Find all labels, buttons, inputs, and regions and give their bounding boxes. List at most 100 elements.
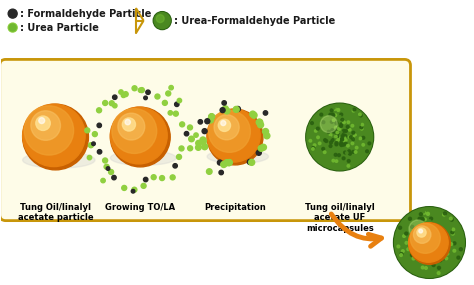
Circle shape — [426, 244, 428, 247]
Circle shape — [313, 144, 316, 146]
Circle shape — [112, 109, 157, 153]
Circle shape — [104, 164, 109, 169]
Text: : Formaldehyde Particle: : Formaldehyde Particle — [19, 9, 151, 19]
Circle shape — [339, 128, 342, 131]
Circle shape — [420, 234, 423, 237]
Circle shape — [359, 114, 362, 117]
Circle shape — [336, 127, 339, 130]
Circle shape — [419, 231, 421, 233]
Circle shape — [144, 177, 148, 182]
Circle shape — [352, 138, 355, 141]
Circle shape — [39, 118, 45, 124]
Circle shape — [429, 236, 432, 239]
Circle shape — [337, 139, 339, 141]
Circle shape — [219, 170, 223, 175]
Circle shape — [151, 175, 156, 180]
Circle shape — [419, 239, 421, 242]
Circle shape — [444, 239, 447, 242]
Circle shape — [446, 219, 448, 221]
Circle shape — [345, 129, 347, 132]
Circle shape — [342, 135, 345, 137]
Circle shape — [166, 91, 171, 96]
Circle shape — [352, 109, 355, 112]
Circle shape — [346, 139, 348, 141]
Circle shape — [410, 225, 414, 228]
Circle shape — [222, 106, 228, 112]
Circle shape — [319, 142, 321, 145]
Circle shape — [329, 136, 331, 138]
Circle shape — [405, 232, 408, 235]
Circle shape — [437, 250, 439, 253]
Circle shape — [354, 134, 356, 136]
Circle shape — [324, 139, 327, 142]
Circle shape — [336, 134, 338, 137]
Circle shape — [345, 142, 347, 145]
Circle shape — [434, 257, 437, 260]
Circle shape — [309, 139, 311, 142]
Circle shape — [442, 248, 444, 251]
Circle shape — [333, 107, 335, 109]
Circle shape — [439, 241, 441, 244]
Circle shape — [169, 86, 173, 90]
Circle shape — [365, 150, 368, 153]
Circle shape — [416, 228, 418, 230]
Circle shape — [179, 146, 184, 151]
Circle shape — [444, 221, 447, 223]
Circle shape — [424, 249, 428, 252]
Circle shape — [438, 258, 441, 261]
Circle shape — [339, 134, 342, 137]
Circle shape — [141, 183, 146, 188]
Circle shape — [337, 139, 340, 141]
Circle shape — [338, 128, 341, 131]
Circle shape — [425, 242, 427, 245]
Circle shape — [331, 129, 334, 132]
Circle shape — [424, 226, 428, 229]
Circle shape — [405, 241, 408, 244]
Circle shape — [221, 162, 227, 168]
Circle shape — [122, 186, 127, 190]
Circle shape — [155, 94, 160, 99]
Circle shape — [342, 129, 345, 132]
Circle shape — [422, 235, 425, 238]
Circle shape — [435, 235, 438, 238]
Circle shape — [425, 233, 428, 236]
Circle shape — [336, 131, 338, 134]
Circle shape — [337, 135, 340, 137]
Circle shape — [87, 155, 91, 160]
Circle shape — [405, 236, 408, 238]
Circle shape — [401, 250, 404, 253]
Circle shape — [36, 116, 50, 131]
Circle shape — [429, 229, 432, 232]
Circle shape — [340, 123, 343, 126]
Circle shape — [358, 134, 360, 137]
Circle shape — [360, 127, 363, 130]
Circle shape — [110, 107, 167, 164]
Circle shape — [332, 114, 335, 117]
Circle shape — [202, 129, 207, 134]
Circle shape — [356, 115, 358, 117]
Circle shape — [445, 257, 447, 260]
Circle shape — [436, 244, 439, 247]
Circle shape — [312, 130, 315, 132]
Circle shape — [352, 160, 354, 163]
Circle shape — [412, 257, 415, 260]
Circle shape — [433, 242, 436, 245]
Circle shape — [144, 96, 147, 100]
Circle shape — [332, 106, 335, 108]
Circle shape — [425, 239, 428, 242]
Circle shape — [264, 133, 270, 139]
Circle shape — [448, 239, 451, 242]
Circle shape — [154, 13, 170, 28]
FancyBboxPatch shape — [0, 59, 410, 221]
Circle shape — [260, 144, 266, 150]
Circle shape — [344, 135, 346, 137]
Ellipse shape — [207, 150, 268, 164]
Circle shape — [325, 140, 328, 142]
Circle shape — [121, 93, 126, 97]
Circle shape — [101, 178, 105, 183]
Circle shape — [153, 12, 171, 30]
Circle shape — [426, 242, 429, 245]
Circle shape — [441, 229, 444, 232]
Circle shape — [430, 244, 434, 247]
Circle shape — [163, 100, 167, 105]
